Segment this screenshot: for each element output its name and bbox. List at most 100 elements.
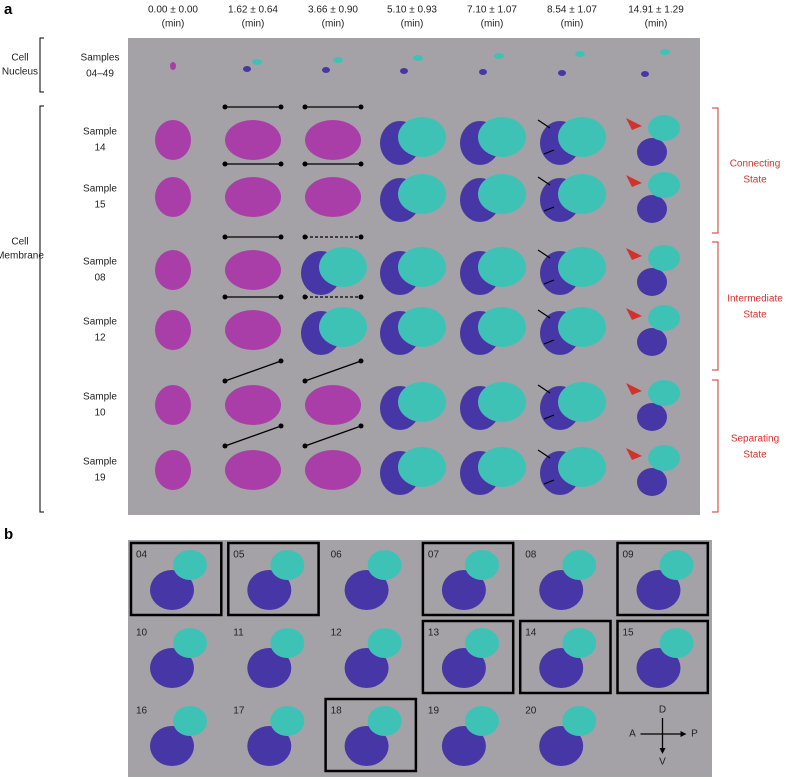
arrow bbox=[537, 384, 555, 420]
row-label: 12 bbox=[94, 333, 106, 344]
cell-shape bbox=[478, 307, 526, 347]
group-label: Cell bbox=[11, 237, 28, 248]
measure-dot bbox=[358, 294, 364, 300]
cell-shape bbox=[558, 117, 606, 157]
row-label: Sample bbox=[83, 457, 117, 468]
measure-line bbox=[304, 425, 362, 447]
cell-shape bbox=[270, 706, 305, 736]
compass-arrow bbox=[659, 731, 687, 754]
time-unit: (min) bbox=[561, 19, 584, 30]
cell-shape bbox=[367, 550, 402, 580]
cell-shape bbox=[150, 570, 194, 610]
nucleus-shape bbox=[479, 69, 487, 75]
sample-number: 10 bbox=[136, 628, 148, 639]
cell-shape bbox=[319, 307, 367, 347]
row-label: Sample bbox=[83, 317, 117, 328]
measure-dot bbox=[222, 294, 228, 300]
cell-shape bbox=[636, 648, 681, 688]
arrow bbox=[537, 249, 555, 285]
sample-number: 05 bbox=[233, 550, 245, 561]
cell-shape bbox=[155, 385, 191, 425]
panel-label: b bbox=[4, 526, 13, 543]
cell-shape bbox=[319, 247, 367, 287]
cell-shape bbox=[558, 174, 606, 214]
cell-shape bbox=[478, 247, 526, 287]
cell-shape bbox=[173, 550, 207, 580]
cell-shape bbox=[305, 177, 361, 217]
measure-dot bbox=[302, 443, 308, 449]
row-label: 15 bbox=[94, 200, 106, 211]
arrow bbox=[537, 309, 555, 345]
compass-label: V bbox=[659, 757, 666, 768]
highlight-box bbox=[616, 541, 710, 617]
cell-shape bbox=[637, 328, 667, 356]
state-label: Separating bbox=[731, 434, 779, 445]
cell-shape bbox=[344, 648, 389, 688]
cell-shape bbox=[155, 450, 191, 490]
cell-shape bbox=[247, 726, 292, 766]
cell-shape bbox=[558, 247, 606, 287]
nucleus-shape bbox=[243, 66, 251, 72]
nucleus-shape bbox=[558, 70, 566, 76]
cell-shape bbox=[441, 648, 486, 688]
cell-shape bbox=[539, 726, 584, 766]
sample-number: 17 bbox=[233, 706, 245, 717]
cell-shape bbox=[225, 177, 281, 217]
cell-shape bbox=[225, 250, 281, 290]
highlight-box bbox=[324, 697, 418, 773]
cell-shape bbox=[247, 648, 292, 688]
group-label: Nucleus bbox=[2, 67, 38, 78]
row-label: 10 bbox=[94, 408, 106, 419]
state-label: State bbox=[743, 450, 767, 461]
time-unit: (min) bbox=[645, 19, 668, 30]
cell-shape bbox=[539, 570, 584, 610]
cell-shape bbox=[225, 120, 281, 160]
red-arrowhead bbox=[626, 448, 642, 460]
row-label: Samples bbox=[81, 53, 120, 64]
highlight-box bbox=[421, 619, 515, 695]
sample-number: 16 bbox=[136, 706, 148, 717]
cell-shape bbox=[478, 117, 526, 157]
sample-number: 09 bbox=[623, 550, 635, 561]
group-label: Cell bbox=[11, 53, 28, 64]
measure-line bbox=[224, 360, 282, 382]
cell-shape bbox=[659, 550, 694, 580]
compass-label: A bbox=[629, 729, 636, 740]
sample-number: 07 bbox=[428, 550, 440, 561]
sample-number: 14 bbox=[525, 628, 537, 639]
compass-label: P bbox=[691, 729, 698, 740]
cell-shape bbox=[648, 245, 680, 271]
nucleus-shape bbox=[333, 57, 343, 63]
measure-dot bbox=[358, 234, 364, 240]
nucleus-shape bbox=[660, 49, 670, 55]
cell-shape bbox=[398, 247, 446, 287]
nucleus-shape bbox=[322, 67, 330, 73]
cell-shape bbox=[270, 628, 305, 658]
cell-shape bbox=[173, 706, 207, 736]
highlight-box bbox=[518, 619, 612, 695]
measure-dot bbox=[222, 378, 228, 384]
state-label: Connecting bbox=[730, 159, 781, 170]
state-label: State bbox=[743, 310, 767, 321]
measure-dot bbox=[358, 423, 364, 429]
time-unit: (min) bbox=[401, 19, 424, 30]
cell-shape bbox=[225, 310, 281, 350]
sample-number: 12 bbox=[331, 628, 343, 639]
measure-dot bbox=[302, 294, 308, 300]
row-label: 08 bbox=[94, 273, 106, 284]
cell-shape bbox=[344, 726, 389, 766]
row-label: Sample bbox=[83, 257, 117, 268]
cell-shape bbox=[478, 382, 526, 422]
nucleus-shape bbox=[400, 68, 408, 74]
compass bbox=[640, 718, 683, 750]
cell-shape bbox=[648, 445, 680, 471]
measure-dot bbox=[278, 423, 284, 429]
cell-shape bbox=[648, 305, 680, 331]
group-label: Membrane bbox=[0, 251, 44, 262]
cell-shape bbox=[637, 195, 667, 223]
cell-shape bbox=[155, 120, 191, 160]
row-label: Sample bbox=[83, 184, 117, 195]
sample-number: 18 bbox=[331, 706, 343, 717]
